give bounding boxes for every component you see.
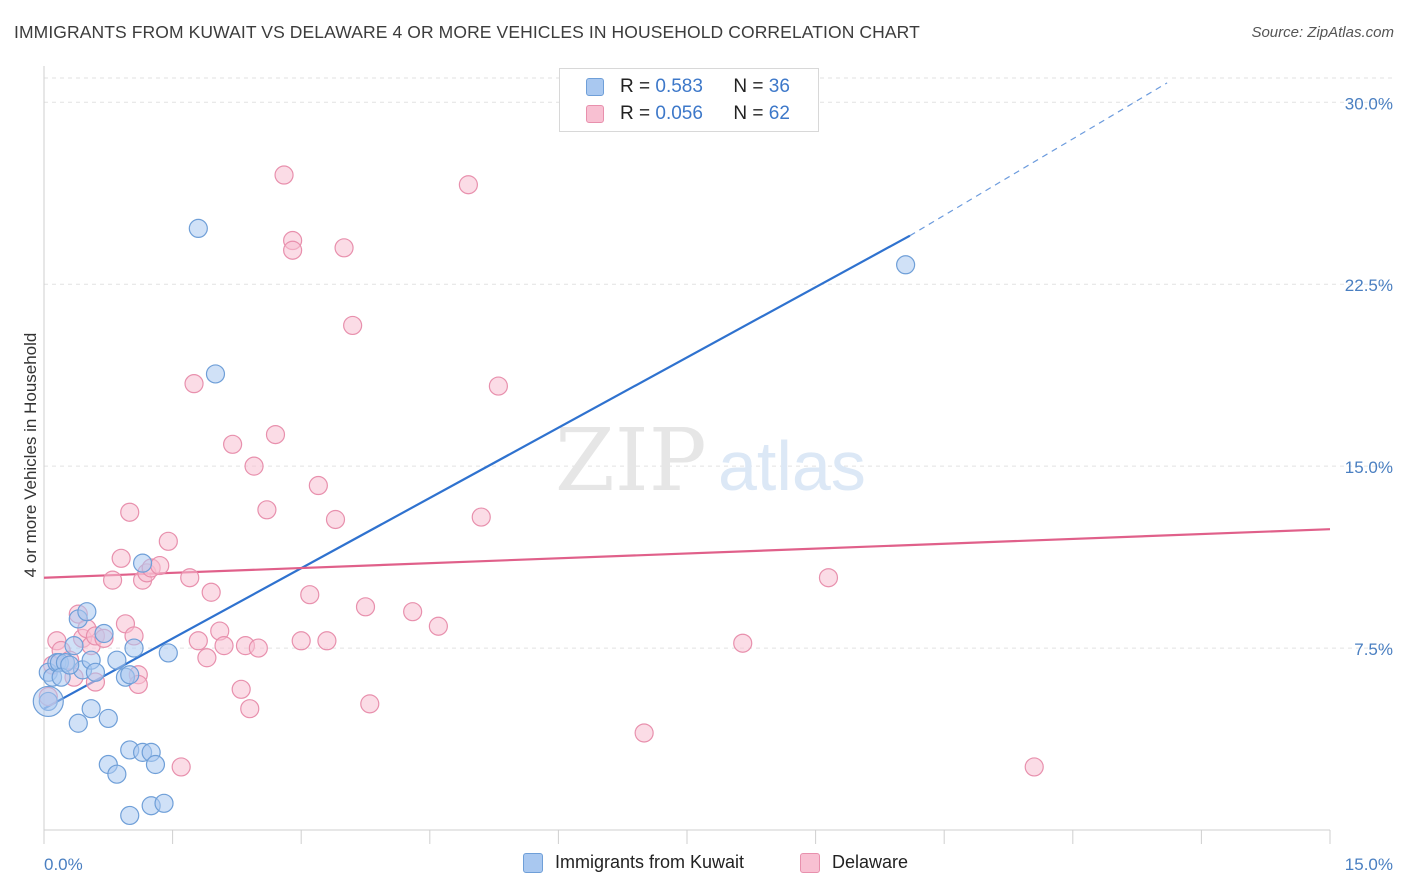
trend-line-extension-kuwait [909,82,1168,237]
scatter-points [32,165,1044,826]
point-delaware [291,631,311,651]
point-kuwait [205,364,226,384]
point-delaware [471,507,491,527]
y-tick-label: 22.5% [1345,276,1393,295]
y-tick-label: 15.0% [1345,458,1393,477]
point-kuwait [98,708,118,729]
chart-title: IMMIGRANTS FROM KUWAIT VS DELAWARE 4 OR … [14,22,920,42]
point-delaware [111,548,131,568]
point-delaware [1024,757,1044,777]
point-kuwait [85,662,106,682]
x-tick-label-min: 0.0% [44,855,83,874]
legend-n-label: N = [733,76,764,97]
legend-n-label: N = [733,103,764,124]
y-axis-label: 4 or more Vehicles in Household [21,333,40,578]
point-delaware [403,602,423,622]
legend-r-label: R = [620,76,651,97]
source-label: Source: ZipAtlas.com [1251,24,1394,41]
x-tick-label-max: 15.0% [1345,855,1393,874]
bottom-legend-swatch-kuwait [523,852,543,873]
legend-r-label: R = [620,103,651,124]
point-delaware [257,500,277,520]
point-delaware [120,502,140,522]
point-delaware [360,694,380,714]
point-kuwait [120,805,140,826]
grid-lines [44,77,1392,649]
point-delaware [201,582,221,602]
legend-box: R = 0.583 N = 36 R = 0.056 N = 62 [559,68,819,132]
point-kuwait [60,655,80,675]
point-delaware [334,238,354,258]
point-delaware [102,570,123,590]
legend-r-value-delaware: 0.056 [655,103,703,124]
point-delaware [343,315,363,336]
point-delaware [308,475,328,496]
legend-swatch-kuwait [586,78,604,96]
point-kuwait [132,553,153,573]
point-delaware [283,240,303,260]
point-delaware [231,679,251,699]
watermark: ZIP atlas [555,411,866,511]
point-kuwait [188,218,208,238]
point-kuwait [120,665,140,685]
point-delaware [274,165,294,185]
bottom-legend-label-delaware: Delaware [832,852,909,872]
point-delaware [355,597,376,617]
point-delaware [265,424,286,445]
point-delaware [818,568,839,588]
point-delaware [180,568,200,588]
legend-row-kuwait: R = 0.583 N = 36 [586,75,790,99]
point-delaware [150,555,170,576]
point-delaware [240,699,260,719]
point-delaware [317,631,337,651]
point-kuwait [107,650,127,670]
trend-line-kuwait [43,234,911,710]
point-delaware [158,531,178,551]
legend-row-delaware: R = 0.056 N = 62 [586,102,790,126]
point-kuwait [158,643,178,663]
point-delaware [223,434,243,454]
point-kuwait [77,602,97,622]
point-delaware [214,636,234,656]
trend-line-delaware [43,528,1331,579]
point-kuwait [94,623,114,644]
point-delaware [248,638,268,658]
bottom-legend-delaware: Delaware [800,852,908,873]
point-delaware [188,631,208,651]
tick-labels: 7.5% 15.0% 22.5% 30.0% 0.0% 15.0% [44,94,1393,874]
point-kuwait [107,764,127,784]
point-kuwait [154,793,174,813]
watermark-zip: ZIP [555,411,707,511]
point-delaware [244,456,264,476]
point-delaware [325,509,346,530]
point-delaware [488,376,508,396]
point-delaware [634,723,654,743]
point-delaware [171,757,191,777]
bottom-legend-label-kuwait: Immigrants from Kuwait [555,852,745,872]
legend-r-value-kuwait: 0.583 [655,76,703,97]
point-delaware [733,633,753,653]
y-tick-label: 30.0% [1345,94,1393,113]
trend-lines [43,82,1331,710]
point-kuwait [896,255,916,275]
point-kuwait [68,713,88,733]
watermark-atlas: atlas [718,427,866,505]
point-delaware [184,374,204,394]
bottom-legend-kuwait: Immigrants from Kuwait [523,852,744,873]
bottom-legend-swatch-delaware [800,852,820,873]
point-delaware [197,648,217,668]
y-tick-label: 7.5% [1354,640,1393,659]
point-delaware [428,616,448,636]
point-kuwait-cluster [32,685,64,718]
legend-n-value-kuwait: 36 [768,76,790,97]
point-kuwait [145,754,166,775]
legend-swatch-delaware [586,105,604,123]
point-kuwait [64,636,84,656]
point-delaware [300,585,320,605]
legend-n-value-delaware: 62 [768,103,790,124]
point-kuwait [124,638,144,658]
point-delaware [458,175,478,195]
point-kuwait [81,699,101,719]
